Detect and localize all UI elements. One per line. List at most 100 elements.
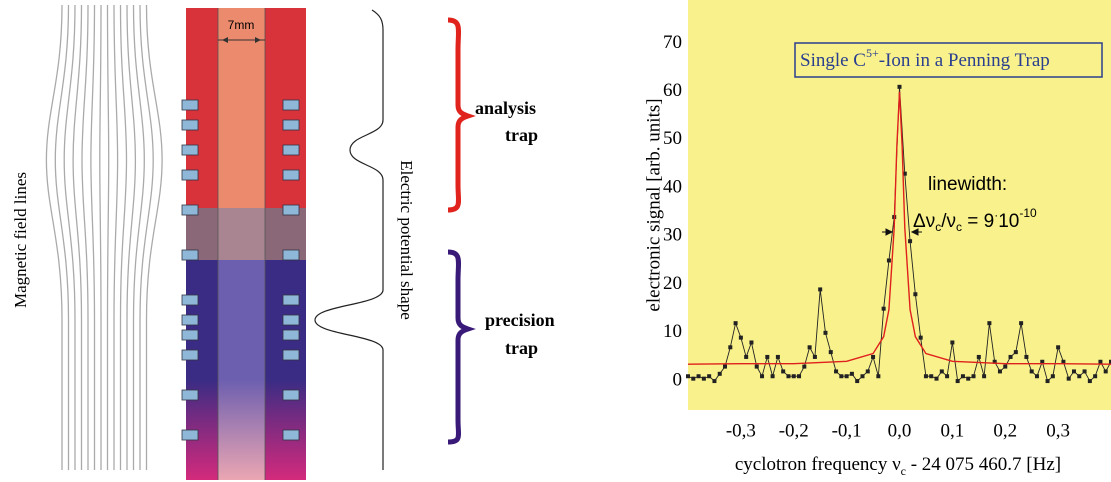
field-line [54,4,70,470]
data-point [749,340,754,345]
electrode [181,314,199,326]
data-point [717,371,722,376]
data-point [929,374,934,379]
electrode [181,249,199,261]
data-point [908,239,913,244]
data-point [960,374,965,379]
data-point [1103,369,1108,374]
field-line [113,4,119,470]
data-point [1077,374,1082,379]
x-tick-label: 0,1 [941,420,965,441]
precision-brace [447,249,476,445]
electrode [181,119,199,131]
field-line [139,4,154,470]
field-lines [45,4,163,470]
data-point [1003,364,1008,369]
data-point [876,374,881,379]
data-point [1093,374,1098,379]
data-point [997,369,1002,374]
data-point [945,374,950,379]
y-tick-label: 60 [663,80,682,101]
data-point [1008,354,1013,359]
data-point [971,374,976,379]
x-tick-label: -0,3 [726,420,756,441]
data-point [976,354,981,359]
data-point [886,258,891,263]
electrode [282,349,300,361]
electrode [282,314,300,326]
data-point [696,374,701,379]
data-point [828,350,833,355]
data-point [1050,374,1055,379]
data-point [939,369,944,374]
data-point [744,354,749,359]
y-tick-label: 30 [663,225,682,246]
data-point [987,321,992,326]
electrode [282,429,300,441]
electrode [282,329,300,341]
y-tick-label: 0 [673,369,683,390]
x-tick-label: -0,2 [779,420,809,441]
data-point [707,374,712,379]
y-tick-label: 10 [663,321,682,342]
electrode [282,294,300,306]
field-line [106,4,110,470]
electrode [282,169,300,181]
electrode [282,249,300,261]
trap-column [186,8,306,480]
x-tick-label: 0,3 [1046,420,1070,441]
x-tick-label: -0,1 [832,420,862,441]
data-point [955,379,960,384]
electrode [282,99,300,111]
data-point [775,354,780,359]
data-point [786,374,791,379]
data-point [686,374,690,379]
data-point [918,335,923,340]
x-tick-label: 0,2 [993,420,1017,441]
data-point [1040,359,1045,364]
data-point [834,369,839,374]
y-axis-label: electronic signal [arb. units] [643,98,664,311]
data-point [1061,359,1066,364]
electrode [181,389,199,401]
data-point [712,379,717,384]
y-tick-label: 70 [663,32,682,53]
data-point [797,374,802,379]
data-point [1056,345,1061,350]
data-point [1071,369,1076,374]
field-line [63,4,76,470]
data-point [881,306,886,311]
electrode [181,329,199,341]
data-point [802,364,807,369]
analysis-label: trap [505,125,538,145]
field-line [119,4,128,470]
electrode [181,294,199,306]
electrode [181,169,199,181]
field-line [45,4,63,470]
data-point [902,171,907,176]
data-point [765,354,770,359]
data-point [1013,350,1018,355]
data-point [738,335,743,340]
analysis-label: analysis [475,98,536,118]
analysis-brace [447,17,476,213]
y-tick-label: 50 [663,128,682,149]
data-point [807,345,812,350]
x-tick-label: 0,0 [888,420,912,441]
data-point [849,371,854,376]
data-point [1109,359,1111,364]
x-axis-label: cyclotron frequency νc - 24 075 460.7 [H… [735,454,1061,477]
width-label: 7mm [228,18,255,32]
data-point [691,376,696,381]
data-point [1029,369,1034,374]
field-line [72,4,83,470]
data-point [781,369,786,374]
data-point [1045,379,1050,384]
data-point [760,374,765,379]
data-point [728,345,733,350]
electrode [282,389,300,401]
electrode [181,349,199,361]
field-line [81,4,89,470]
electrode [181,429,199,441]
